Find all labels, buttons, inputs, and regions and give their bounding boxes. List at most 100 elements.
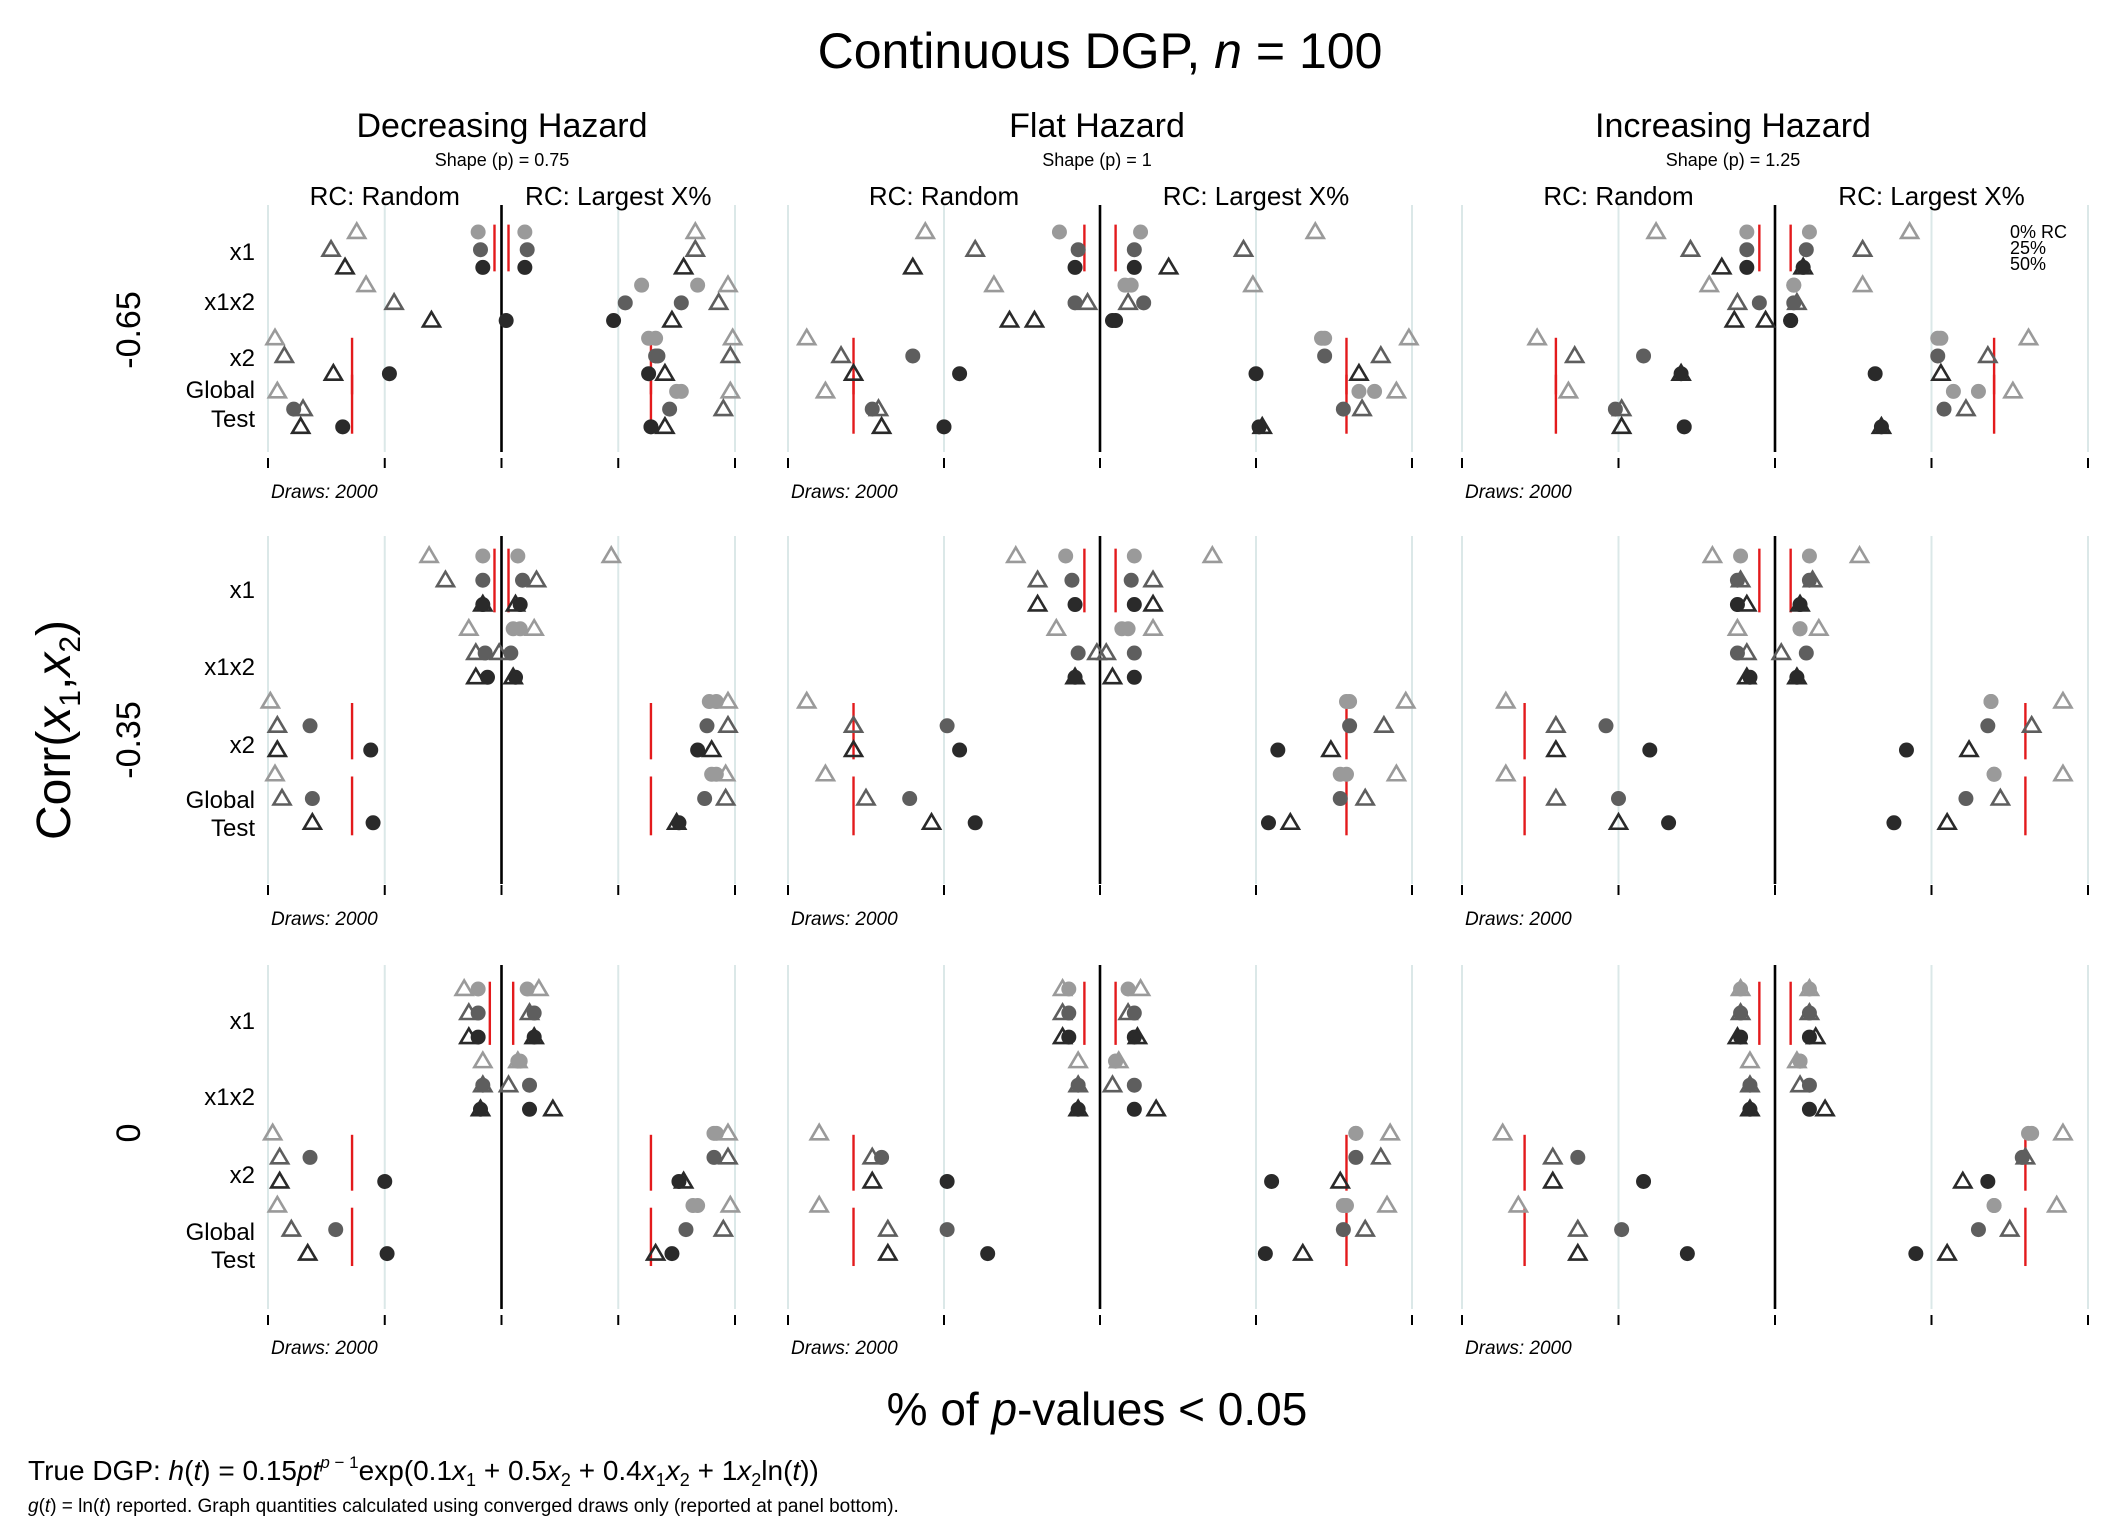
main-title: Continuous DGP, n = 100 [818,23,1383,79]
triangle-point [870,415,893,435]
circle-point [302,718,318,734]
triangle-point [1067,1074,1089,1093]
circle-point [1067,259,1083,275]
triangle-point [458,1026,480,1045]
triangle-point [518,1001,541,1021]
circle-point [706,1149,722,1165]
triangle-point [1711,256,1733,275]
triangle-point [1645,220,1667,240]
triangle-point [717,690,739,709]
var-label-x1: x1 [230,577,255,604]
triangle-point [1526,327,1548,346]
triangle-point [345,220,368,240]
circle-point [286,401,302,417]
triangle-point [867,398,890,417]
circle-point [1270,742,1286,758]
triangle-point [418,544,440,564]
main-title-n: n [1214,23,1242,79]
triangle-point [280,1218,303,1237]
circle-point [1348,1149,1364,1165]
circle-point [1126,259,1142,275]
circle-point [1886,815,1902,831]
triangle-point [877,1242,899,1261]
main-title-prefix: Continuous DGP, [818,23,1215,79]
triangle-point [2052,1122,2074,1141]
draws-label: Draws: 2000 [1465,1338,1572,1359]
circle-point [379,1246,395,1262]
circle-point [1801,1101,1817,1117]
triangle-point [902,256,924,275]
triangle-point [654,362,676,381]
triangle-point [1026,593,1049,612]
circle-point [1570,1149,1586,1165]
circle-point [685,1198,701,1214]
triangle-point [2052,763,2074,782]
triangle-point [1320,738,1342,758]
circle-point [1335,1198,1351,1214]
triangle-point [453,977,475,997]
triangle-point [301,811,324,831]
draws-label: Draws: 2000 [1465,482,1572,503]
triangle-point [1998,1218,2021,1237]
triangle-point [1989,787,2012,806]
circle-point [1070,645,1086,661]
circle-point [1126,242,1142,258]
triangle-point [1898,220,1921,240]
draws-label: Draws: 2000 [791,909,898,930]
triangle-point [1789,593,1811,612]
triangle-point [1354,1218,1376,1237]
triangle-point [1610,398,1633,417]
triangle-point [1354,787,1376,806]
var-label-x1: x1 [230,1008,255,1035]
circle-point [470,981,486,997]
circle-point [1676,419,1692,435]
circle-point [1126,1077,1142,1093]
circle-point [363,742,379,758]
circle-point [2021,1125,2037,1141]
triangle-point [717,1122,739,1141]
triangle-point [1754,309,1777,328]
circle-point [1067,597,1083,613]
triangle-point [672,256,695,275]
triangle-point [1726,291,1749,311]
circle-point [1335,1222,1351,1238]
circle-point [967,815,983,831]
circle-point [1642,742,1658,758]
circle-point [673,295,689,311]
draws-label: Draws: 2000 [1465,909,1572,930]
circle-point [1332,766,1348,782]
triangle-point [714,763,737,782]
circle-point [697,791,713,807]
triangle-point [268,1170,291,1189]
circle-point [1611,791,1626,807]
triangle-point [1851,274,1874,293]
circle-point [704,766,720,782]
triangle-point [292,398,314,417]
triangle-point [1798,1001,1821,1021]
triangle-point [1798,977,1821,997]
var-label-global: Global [186,1219,255,1246]
triangle-point [842,738,865,758]
circle-point [1958,791,1974,807]
triangle-point [717,714,739,734]
circle-point [1332,791,1348,807]
circle-point [475,259,491,275]
var-label-global: Global [186,377,255,404]
circle-point [1636,1173,1652,1189]
triangle-point [1251,415,1274,435]
triangle-point [1086,641,1108,661]
circle-point [1792,621,1808,637]
triangle-point [1545,787,1567,806]
circle-point [1126,548,1142,564]
circle-point [690,742,706,758]
circle-point [1786,277,1802,293]
triangle-point [700,738,723,758]
var-label-global: Global [186,787,255,814]
circle-point [1798,242,1814,258]
footnote-dgp: True DGP: h(t) = 0.15ptp − 1exp(0.1x1 + … [28,1453,819,1490]
circle-point [1104,313,1120,329]
triangle-point [1848,544,1871,564]
triangle-point [523,1026,545,1045]
circle-point [1120,621,1136,637]
